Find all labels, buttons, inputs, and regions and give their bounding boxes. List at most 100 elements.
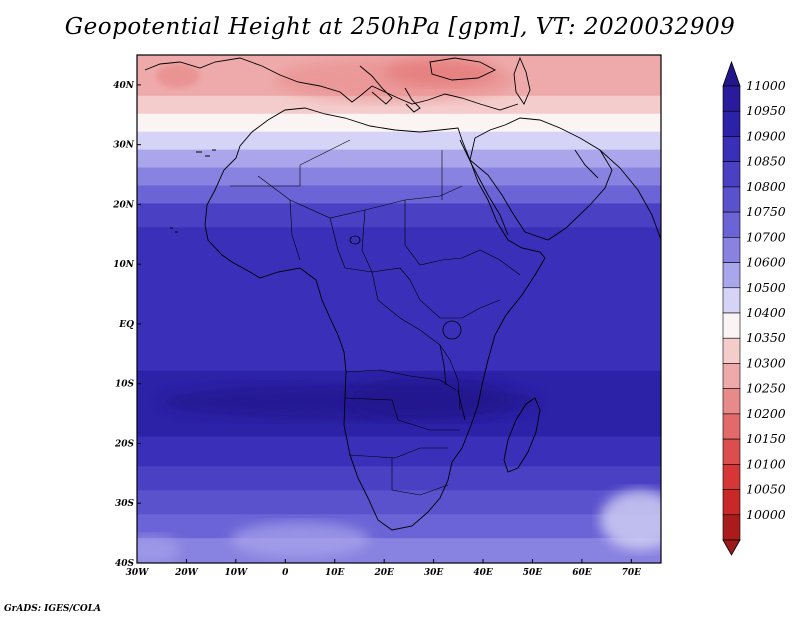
colorbar-label: 10500 [746,280,786,295]
colorbar-swatch [722,413,741,440]
colorbar-label: 10900 [746,128,786,143]
lat-tick-label: 10S [115,380,135,390]
lake-chad [349,235,361,245]
colorbar-swatch [722,237,741,263]
lon-tick-label: 30W [126,568,150,578]
colorbar-swatch [722,186,741,213]
colorbar-label: 10250 [746,381,786,396]
colorbar-swatch [722,262,741,289]
field-band-6 [137,185,661,206]
colorbar-label: 10700 [746,229,786,244]
lake-malawi [457,389,466,421]
field-band-13 [137,514,661,541]
southern-trough-core [350,376,510,420]
black-sea [429,57,497,81]
africa-coastline [204,107,546,531]
lat-tick-label: 40S [115,559,135,569]
colorbar-label: 10050 [746,482,786,497]
south-atlantic-low [230,522,370,558]
colorbar-swatch [722,312,741,339]
colorbar-swatch [722,388,741,415]
lon-tick-label: 50E [523,568,543,578]
colorbar-swatch [722,337,741,364]
colorbar-swatch [722,514,741,541]
field-band-4 [137,149,661,170]
colorbar-swatch [722,464,741,490]
colorbar-label: 10800 [746,179,786,194]
colorbar-bottom-arrow [722,539,741,556]
colorbar-label: 11000 [746,78,786,93]
madagascar [503,397,541,473]
cape-verde [170,227,178,233]
colorbar-label: 10850 [746,154,786,169]
map-frame [136,54,662,564]
latitude-axis: 40N 30N 20N 10N EQ 10S 20S 30S 40S [112,81,141,569]
field-band-11 [137,466,661,493]
height-field-features [137,58,661,563]
field-band-5 [137,167,661,188]
lat-tick-label: EQ [118,320,134,330]
lat-tick-label: 20S [114,439,135,449]
italy [359,65,393,105]
field-band-1 [137,95,661,116]
lon-tick-label: 20W [174,568,199,578]
arabian-peninsula [469,117,613,241]
colorbar-label: 10200 [746,406,786,421]
colorbar-swatch [722,287,741,314]
colorbar-swatch [722,136,741,162]
lat-tick-label: 10N [113,260,135,270]
lon-tick-label: 10W [225,568,249,578]
lon-tick-label: 40E [473,568,493,578]
colorbar-label: 10300 [746,355,786,370]
field-band-12 [137,490,661,517]
lon-tick-label: 70E [622,568,642,578]
colorbar-swatch [722,438,741,465]
coastlines [144,56,661,531]
canary-islands [196,149,216,157]
colorbar-swatch [722,161,741,188]
field-band-7 [137,203,661,230]
lon-tick-label: 30E [424,568,444,578]
colorbar-swatch [722,211,741,238]
colorbar-top-arrow [722,60,741,87]
lat-tick-label: 30N [113,141,135,151]
height-field [137,55,661,563]
colorbar-label: 10350 [746,330,786,345]
lake-tanganyika [439,344,447,386]
colorbar-swatch [722,85,741,112]
credit-label: GrADS: IGES/COLA [4,604,102,614]
persian-gulf [574,149,599,179]
colorbar-label: 10100 [746,456,786,471]
colorbar-label: 10400 [746,305,786,320]
northwest-blob [156,64,200,88]
greece-aegean [404,87,421,113]
lakes [349,235,466,421]
south-indian-low [600,490,661,550]
red-sea [459,139,509,236]
lake-victoria [442,320,462,340]
field-band-8 [137,227,661,373]
colorbar-label: 10150 [746,431,786,446]
colorbar-swatch [722,110,741,137]
colorbar-label: 10600 [746,255,786,270]
colorbar-swatch [722,363,741,389]
lon-tick-label: 10E [325,568,345,578]
field-band-10 [137,436,661,469]
lon-tick-label: 0 [282,568,289,578]
map-title: Geopotential Height at 250hPa [gpm], VT:… [64,14,736,40]
field-band-3 [137,131,661,152]
colorbar: 11000 10950 10900 10850 10800 10750 10700 10600… [722,60,786,556]
sw-light-patch [137,535,180,563]
colorbar-label: 10000 [746,507,786,522]
lat-tick-label: 20N [112,200,135,210]
caspian-sea [513,56,531,105]
east-asia-coast [599,149,661,241]
europe-coast [144,57,519,111]
longitude-axis: 30W 20W 10W 0 10E 20E 30E 40E 50E 60E 70E [126,559,641,578]
colorbar-swatch [722,489,741,516]
lon-tick-label: 20E [373,568,394,578]
lat-tick-label: 30S [115,499,135,509]
field-band-14 [137,538,661,563]
colorbar-label: 10950 [746,103,786,118]
